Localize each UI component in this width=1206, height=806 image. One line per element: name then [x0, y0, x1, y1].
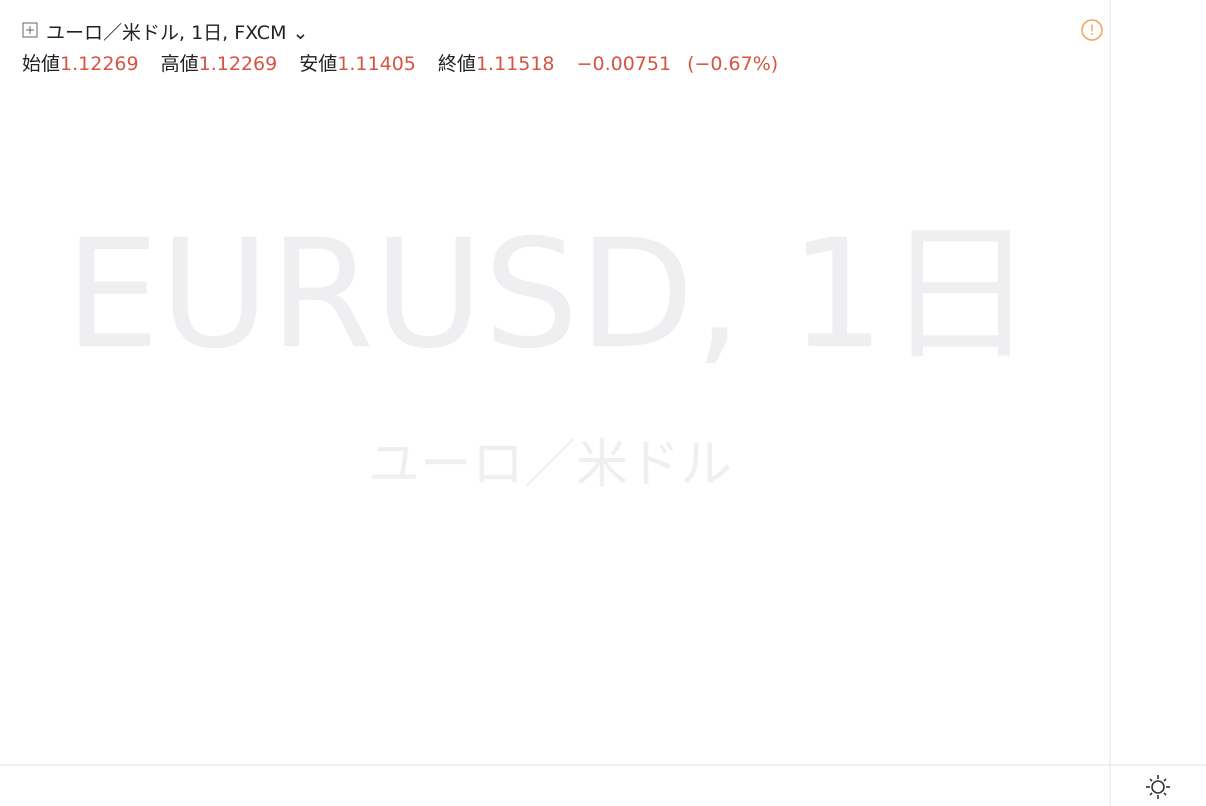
watermark: EURUSD, 1日 [65, 208, 1035, 382]
watermark-sub: ユーロ／米ドル [368, 435, 732, 495]
symbol-title[interactable]: ユーロ／米ドル, 1日, FXCM ⌄ [46, 22, 309, 44]
label: 高値 [160, 53, 199, 75]
change-pct: (−0.67%) [687, 53, 779, 75]
ohlc-legend: 始値1.12269 高値1.12269 安値1.11405 終値1.11518 … [22, 49, 794, 76]
label: 安値 [299, 53, 338, 75]
symbol: ユーロ／米ドル, 1日, FXCM [46, 22, 287, 44]
value: 1.11405 [337, 53, 416, 75]
value: 1.12269 [60, 53, 139, 75]
alert-icon[interactable] [1081, 19, 1103, 41]
settings-icon[interactable] [1146, 775, 1170, 799]
expand-icon[interactable] [22, 22, 38, 38]
alert-icon-mark: ! [1089, 23, 1095, 39]
label: 終値 [437, 53, 476, 75]
value: 1.11518 [475, 53, 555, 75]
label: 始値 [22, 53, 61, 75]
value: 1.12269 [198, 53, 278, 75]
change: −0.00751 [576, 53, 672, 75]
